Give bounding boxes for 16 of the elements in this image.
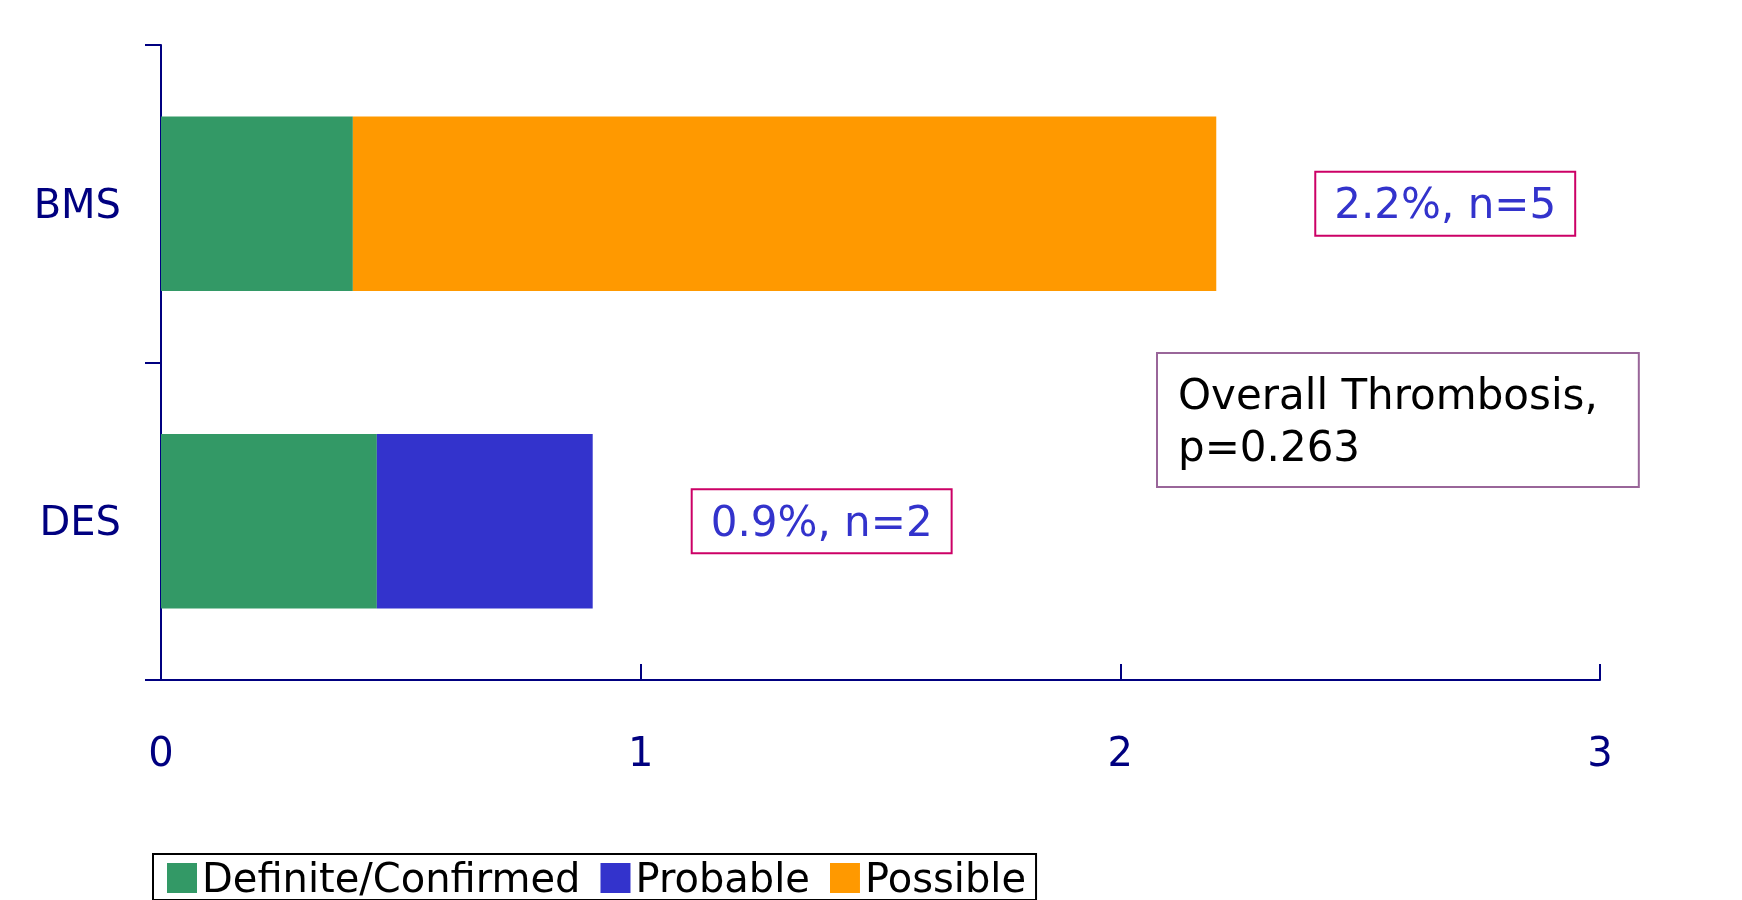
y-tick-label: BMS [33,180,121,227]
x-tick-label: 2 [1107,729,1134,775]
bar [161,433,377,609]
annotation: 0.9%, n=2 [710,496,933,546]
bar [161,116,353,292]
annotation: Overall Thrombosis, p=0.263 [1178,369,1598,471]
bar [376,433,593,609]
legend-label: Probable [635,855,810,900]
x-tick-label: 1 [627,729,654,775]
legend-label: Possible [864,855,1027,900]
x-tick-label: 3 [1587,729,1613,775]
bar [352,116,1217,292]
annotation: 2.2%, n=5 [1334,179,1557,229]
x-tick-label: 0 [148,729,174,775]
y-tick-label: DES [39,498,121,545]
legend-label: Definite/Confirmed [202,855,581,900]
